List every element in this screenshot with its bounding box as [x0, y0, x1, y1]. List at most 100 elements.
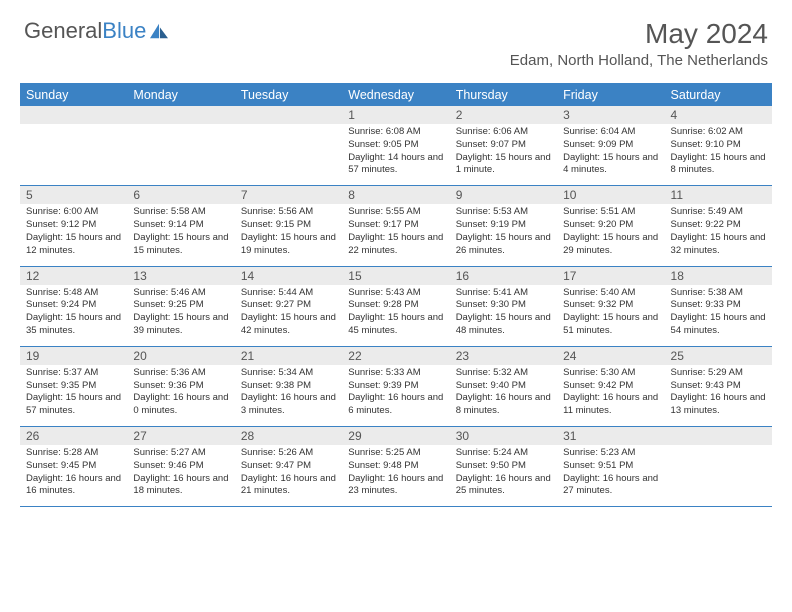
brand-name: GeneralBlue [24, 18, 146, 44]
daylight-line: Daylight: 15 hours and 22 minutes. [348, 232, 443, 258]
sail-icon [148, 22, 170, 40]
day-detail-row: Sunrise: 5:37 AMSunset: 9:35 PM Daylight:… [20, 365, 772, 427]
daylight-line: Daylight: 15 hours and 19 minutes. [241, 232, 336, 258]
day-number-cell: 21 [235, 346, 342, 365]
title-block: May 2024 Edam, North Holland, The Nether… [510, 18, 768, 69]
day-number-cell [665, 427, 772, 446]
day-detail-cell: Sunrise: 5:33 AMSunset: 9:39 PMDaylight:… [342, 365, 449, 427]
day-number-cell: 4 [665, 106, 772, 124]
daylight-line: Daylight: 15 hours and 51 minutes. [563, 312, 658, 338]
sunset-line: Sunset: 9:15 PM [241, 219, 336, 232]
day-detail-cell: Sunrise: 5:41 AMSunset: 9:30 PMDaylight:… [450, 285, 557, 347]
daylight-line: Daylight: 15 hours and 54 minutes. [671, 312, 766, 338]
day-detail-cell: Sunrise: 6:02 AMSunset: 9:10 PMDaylight:… [665, 124, 772, 186]
sunset-line: Sunset: 9:19 PM [456, 219, 551, 232]
daylight-line: Daylight: 16 hours and 6 minutes. [348, 392, 443, 418]
day-detail-cell: Sunrise: 5:24 AMSunset: 9:50 PMDaylight:… [450, 445, 557, 507]
sunrise-line: Sunrise: 5:26 AM [241, 447, 336, 460]
day-detail-cell: Sunrise: 5:37 AMSunset: 9:35 PMDaylight:… [20, 365, 127, 427]
daylight-line: Daylight: 15 hours and 26 minutes. [456, 232, 551, 258]
daylight-line: Daylight: 16 hours and 0 minutes. [133, 392, 228, 418]
day-number-cell: 7 [235, 186, 342, 205]
sunrise-line: Sunrise: 5:27 AM [133, 447, 228, 460]
day-number-cell: 13 [127, 266, 234, 285]
sunrise-line: Sunrise: 6:06 AM [456, 126, 551, 139]
daylight-line: Daylight: 16 hours and 21 minutes. [241, 473, 336, 499]
day-detail-cell: Sunrise: 5:43 AMSunset: 9:28 PMDaylight:… [342, 285, 449, 347]
sunrise-line: Sunrise: 5:34 AM [241, 367, 336, 380]
sunset-line: Sunset: 9:35 PM [26, 380, 121, 393]
daylight-line: Daylight: 15 hours and 42 minutes. [241, 312, 336, 338]
sunset-line: Sunset: 9:51 PM [563, 460, 658, 473]
sunrise-line: Sunrise: 5:55 AM [348, 206, 443, 219]
day-number-row: 19202122232425 [20, 346, 772, 365]
day-detail-cell: Sunrise: 5:36 AMSunset: 9:36 PMDaylight:… [127, 365, 234, 427]
day-detail-cell: Sunrise: 5:58 AMSunset: 9:14 PMDaylight:… [127, 204, 234, 266]
sunrise-line: Sunrise: 5:53 AM [456, 206, 551, 219]
day-number-cell: 12 [20, 266, 127, 285]
sunset-line: Sunset: 9:36 PM [133, 380, 228, 393]
day-number-cell: 11 [665, 186, 772, 205]
sunrise-line: Sunrise: 6:08 AM [348, 126, 443, 139]
day-detail-cell [235, 124, 342, 186]
day-detail-cell: Sunrise: 5:53 AMSunset: 9:19 PMDaylight:… [450, 204, 557, 266]
day-detail-cell: Sunrise: 5:48 AMSunset: 9:24 PMDaylight:… [20, 285, 127, 347]
sunrise-line: Sunrise: 5:40 AM [563, 287, 658, 300]
day-number-cell: 31 [557, 427, 664, 446]
daylight-line: Daylight: 15 hours and 1 minute. [456, 152, 551, 178]
sunset-line: Sunset: 9:40 PM [456, 380, 551, 393]
daylight-line: Daylight: 15 hours and 8 minutes. [671, 152, 766, 178]
day-number-cell: 25 [665, 346, 772, 365]
day-number-cell: 2 [450, 106, 557, 124]
sunrise-line: Sunrise: 5:37 AM [26, 367, 121, 380]
day-number-cell: 9 [450, 186, 557, 205]
sunrise-line: Sunrise: 5:41 AM [456, 287, 551, 300]
sunset-line: Sunset: 9:12 PM [26, 219, 121, 232]
daylight-line: Daylight: 15 hours and 39 minutes. [133, 312, 228, 338]
calendar-table: SundayMondayTuesdayWednesdayThursdayFrid… [20, 83, 772, 507]
day-detail-cell: Sunrise: 5:51 AMSunset: 9:20 PMDaylight:… [557, 204, 664, 266]
sunset-line: Sunset: 9:30 PM [456, 299, 551, 312]
day-number-cell: 10 [557, 186, 664, 205]
day-number-cell [235, 106, 342, 124]
daylight-line: Daylight: 16 hours and 3 minutes. [241, 392, 336, 418]
day-detail-cell: Sunrise: 6:08 AMSunset: 9:05 PMDaylight:… [342, 124, 449, 186]
weekday-header-row: SundayMondayTuesdayWednesdayThursdayFrid… [20, 83, 772, 106]
day-number-cell: 18 [665, 266, 772, 285]
day-detail-cell [665, 445, 772, 507]
sunrise-line: Sunrise: 5:24 AM [456, 447, 551, 460]
daylight-line: Daylight: 15 hours and 29 minutes. [563, 232, 658, 258]
page-header: GeneralBlue May 2024 Edam, North Holland… [0, 0, 792, 75]
daylight-line: Daylight: 15 hours and 45 minutes. [348, 312, 443, 338]
day-detail-row: Sunrise: 5:28 AMSunset: 9:45 PMDaylight:… [20, 445, 772, 507]
day-number-cell: 23 [450, 346, 557, 365]
sunset-line: Sunset: 9:10 PM [671, 139, 766, 152]
day-number-cell: 8 [342, 186, 449, 205]
sunrise-line: Sunrise: 5:49 AM [671, 206, 766, 219]
day-number-row: 12131415161718 [20, 266, 772, 285]
sunrise-line: Sunrise: 5:46 AM [133, 287, 228, 300]
weekday-header: Friday [557, 83, 664, 106]
sunset-line: Sunset: 9:38 PM [241, 380, 336, 393]
daylight-line: Daylight: 15 hours and 4 minutes. [563, 152, 658, 178]
day-detail-cell: Sunrise: 6:00 AMSunset: 9:12 PMDaylight:… [20, 204, 127, 266]
day-number-row: 1234 [20, 106, 772, 124]
day-number-cell: 24 [557, 346, 664, 365]
day-detail-cell [127, 124, 234, 186]
sunrise-line: Sunrise: 5:56 AM [241, 206, 336, 219]
day-number-cell: 27 [127, 427, 234, 446]
day-number-cell: 6 [127, 186, 234, 205]
sunrise-line: Sunrise: 6:02 AM [671, 126, 766, 139]
day-detail-cell: Sunrise: 5:40 AMSunset: 9:32 PMDaylight:… [557, 285, 664, 347]
day-detail-cell: Sunrise: 6:04 AMSunset: 9:09 PMDaylight:… [557, 124, 664, 186]
daylight-line: Daylight: 15 hours and 32 minutes. [671, 232, 766, 258]
location-text: Edam, North Holland, The Netherlands [510, 52, 768, 69]
weekday-header: Tuesday [235, 83, 342, 106]
day-detail-cell: Sunrise: 5:46 AMSunset: 9:25 PMDaylight:… [127, 285, 234, 347]
sunset-line: Sunset: 9:32 PM [563, 299, 658, 312]
brand-blue: Blue [102, 18, 146, 43]
sunrise-line: Sunrise: 5:51 AM [563, 206, 658, 219]
day-number-cell: 3 [557, 106, 664, 124]
day-number-cell: 19 [20, 346, 127, 365]
weekday-header: Thursday [450, 83, 557, 106]
